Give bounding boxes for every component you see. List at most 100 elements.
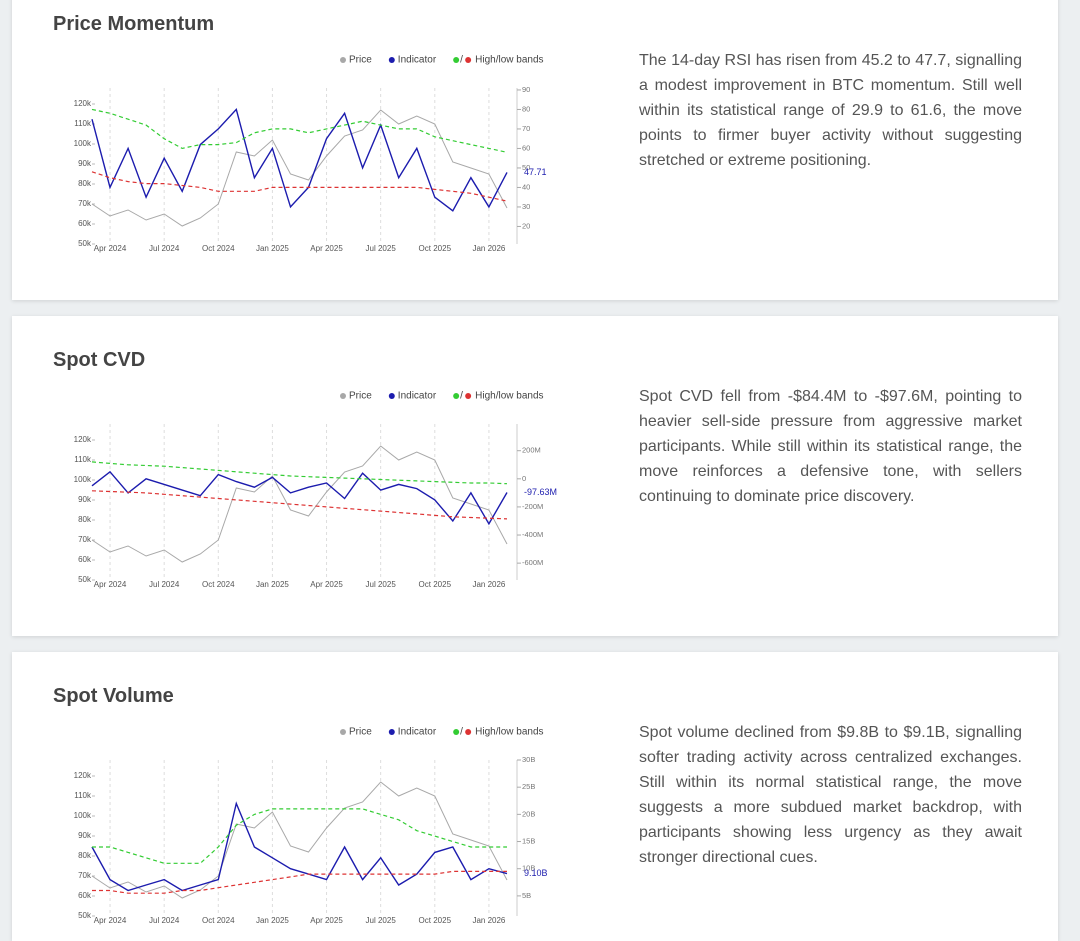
- x-tick-label: Oct 2024: [202, 916, 235, 925]
- card-title: Spot Volume: [53, 685, 174, 707]
- y-tick-label: 70k: [78, 535, 92, 544]
- legend-slash: /: [460, 391, 463, 402]
- y-tick-label: 100k: [74, 139, 92, 148]
- y-tick-label: 50k: [78, 911, 92, 920]
- y-tick-label: 50k: [78, 575, 92, 584]
- legend-label: High/low bands: [475, 55, 543, 66]
- y2-tick-label: 50: [522, 163, 530, 172]
- y2-tick-label: 20B: [522, 809, 535, 818]
- price-line: [91, 445, 508, 563]
- chart: Apr 2024 Jul 2024 Oct 2024 Jan 2025 Apr 2025…: [74, 727, 548, 925]
- indicator-line: [91, 801, 508, 892]
- y-tick-label: 120k: [74, 771, 92, 780]
- legend-swatch: [340, 57, 346, 63]
- y2-tick-label: 90: [522, 85, 530, 94]
- card-title: Spot CVD: [53, 349, 146, 371]
- legend-swatch: [465, 729, 472, 735]
- y-tick-label: 90k: [78, 831, 92, 840]
- x-tick-label: Jan 2026: [472, 916, 505, 925]
- description: The 14-day RSI has risen from 45.2 to 47…: [639, 52, 1022, 169]
- y-tick-label: 80k: [78, 179, 92, 188]
- x-tick-label: Jul 2025: [366, 244, 397, 253]
- card: Price Momentum Apr 2024 Jul 2024 Oct 2024 Ja…: [12, 0, 1058, 300]
- y-tick-label: 60k: [78, 891, 92, 900]
- y2-tick-label: -600M: [522, 558, 543, 567]
- high-band: [92, 808, 507, 864]
- card: Spot CVD Apr 2024 Jul 2024 Oct 2024 Jan 2025…: [12, 316, 1058, 636]
- y-tick-label: 80k: [78, 515, 92, 524]
- description: Spot CVD fell from -$84.4M to -$97.6M, p…: [639, 388, 1022, 505]
- y-tick-label: 70k: [78, 871, 92, 880]
- x-tick-label: Jan 2025: [256, 580, 289, 589]
- y-tick-label: 120k: [74, 435, 92, 444]
- y-tick-label: 110k: [74, 119, 92, 128]
- legend-label: High/low bands: [475, 727, 543, 738]
- legend-label: Indicator: [398, 55, 437, 66]
- y-tick-label: 60k: [78, 555, 92, 564]
- y-tick-label: 120k: [74, 99, 92, 108]
- legend-swatch: [453, 393, 460, 399]
- y2-tick-label: 15B: [522, 837, 535, 846]
- y-tick-label: 100k: [74, 475, 92, 484]
- legend-label: Price: [349, 727, 372, 738]
- card-title: Price Momentum: [53, 13, 215, 35]
- low-band: [91, 490, 508, 520]
- y2-tick-label: 30: [522, 202, 530, 211]
- x-tick-label: Oct 2025: [419, 580, 452, 589]
- legend-label: Price: [349, 55, 372, 66]
- legend-slash: /: [460, 727, 463, 738]
- legend-swatch: [340, 393, 346, 399]
- card: Spot Volume Apr 2024 Jul 2024 Oct 2024 Jan 2…: [12, 652, 1058, 941]
- y2-tick-label: 60: [522, 143, 530, 152]
- x-tick-label: Jul 2025: [366, 916, 397, 925]
- x-tick-label: Oct 2025: [419, 916, 452, 925]
- x-tick-label: Jul 2025: [366, 580, 397, 589]
- y-tick-label: 80k: [78, 851, 92, 860]
- x-tick-label: Jul 2024: [149, 916, 180, 925]
- price-line: [91, 109, 508, 227]
- description: Spot volume declined from $9.8B to $9.1B…: [639, 724, 1022, 866]
- x-tick-label: Apr 2024: [94, 580, 127, 589]
- x-tick-label: Jan 2026: [472, 244, 505, 253]
- legend-label: Price: [349, 391, 372, 402]
- legend-swatch: [388, 729, 395, 735]
- y-tick-label: 50k: [78, 239, 92, 248]
- y-tick-label: 70k: [78, 199, 92, 208]
- y2-tick-label: 20: [522, 221, 530, 230]
- y2-tick-label: 0: [522, 474, 526, 483]
- y2-tick-label: 10B: [522, 864, 535, 873]
- x-tick-label: Oct 2024: [202, 244, 235, 253]
- indicator-line: [91, 107, 508, 212]
- y2-tick-label: -400M: [522, 530, 543, 539]
- y2-tick-label: 40: [522, 182, 530, 191]
- y-tick-label: 110k: [74, 455, 92, 464]
- legend-slash: /: [460, 55, 463, 66]
- x-tick-label: Jan 2026: [472, 580, 505, 589]
- price-line: [91, 781, 508, 899]
- x-tick-label: Jul 2024: [149, 244, 180, 253]
- y2-tick-label: 25B: [522, 782, 535, 791]
- y2-tick-label: 5B: [522, 891, 531, 900]
- legend-swatch: [453, 57, 460, 63]
- legend-label: Indicator: [398, 727, 437, 738]
- chart: Apr 2024 Jul 2024 Oct 2024 Jan 2025 Apr 2025…: [74, 55, 547, 253]
- legend-swatch: [465, 57, 472, 63]
- x-tick-label: Oct 2024: [202, 580, 235, 589]
- y-tick-label: 90k: [78, 159, 92, 168]
- legend-label: High/low bands: [475, 391, 543, 402]
- y2-tick-label: 30B: [522, 755, 535, 764]
- x-tick-label: Jul 2024: [149, 580, 180, 589]
- y2-tick-label: 200M: [522, 446, 541, 455]
- y-tick-label: 60k: [78, 219, 92, 228]
- high-band: [91, 461, 508, 485]
- legend-swatch: [453, 729, 460, 735]
- y-tick-label: 110k: [74, 791, 92, 800]
- y2-tick-label: 80: [522, 104, 530, 113]
- x-tick-label: Oct 2025: [419, 244, 452, 253]
- value-label: -97.63M: [524, 487, 557, 497]
- x-tick-label: Apr 2024: [94, 244, 127, 253]
- chart: Apr 2024 Jul 2024 Oct 2024 Jan 2025 Apr 2025…: [74, 391, 557, 589]
- y2-tick-label: 70: [522, 124, 530, 133]
- legend-swatch: [465, 393, 472, 399]
